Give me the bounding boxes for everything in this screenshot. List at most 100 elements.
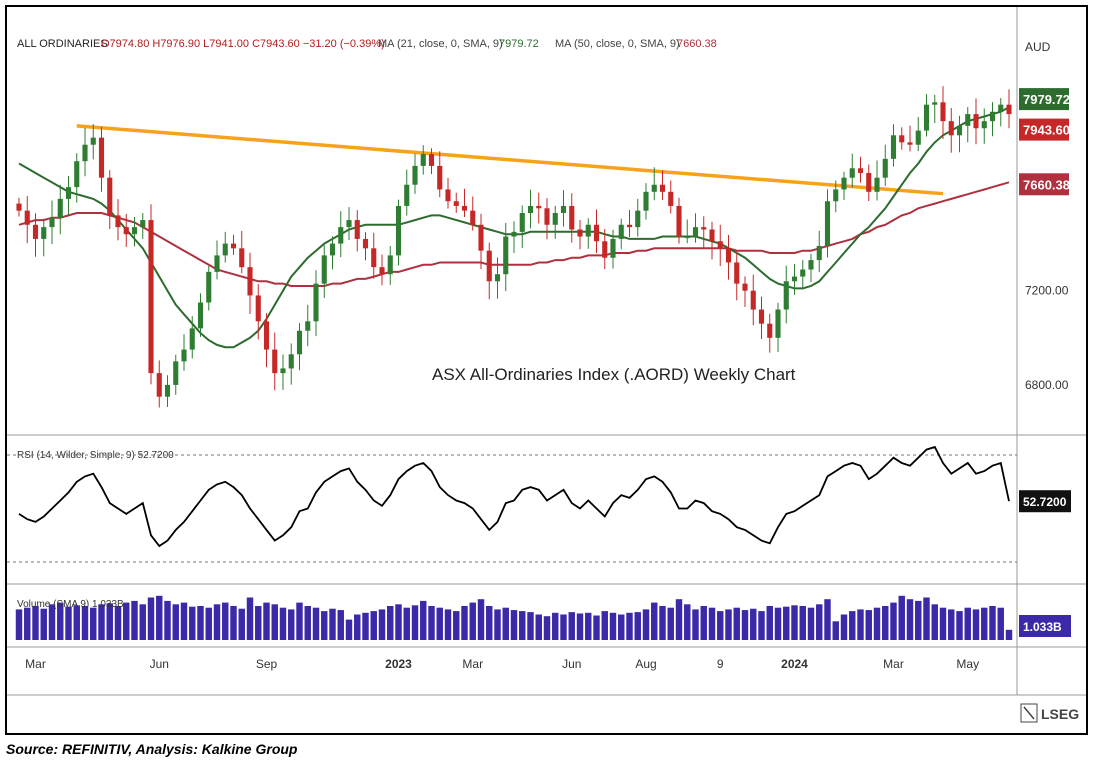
candle bbox=[618, 218, 624, 250]
candle bbox=[486, 242, 492, 300]
candle-body bbox=[74, 161, 80, 188]
volume-bar bbox=[700, 606, 707, 640]
volume-bar bbox=[354, 614, 361, 640]
volume-bar bbox=[370, 611, 377, 640]
candle-body bbox=[701, 227, 707, 230]
volume-bar bbox=[205, 607, 212, 640]
candle-body bbox=[156, 373, 162, 397]
candle bbox=[197, 293, 204, 337]
volume-bar bbox=[312, 607, 320, 640]
candle-body bbox=[395, 205, 402, 256]
candle-body bbox=[758, 309, 765, 324]
candle-body bbox=[296, 330, 303, 355]
rsi-line bbox=[18, 445, 1010, 548]
time-tick-label: Mar bbox=[25, 657, 46, 671]
candle bbox=[123, 213, 129, 247]
candle-body bbox=[280, 368, 286, 374]
volume-bar bbox=[147, 597, 155, 640]
candle-body bbox=[57, 198, 63, 218]
volume-bar bbox=[824, 599, 831, 640]
volume-bar bbox=[816, 604, 823, 640]
volume-bar bbox=[807, 607, 815, 640]
volume-bar bbox=[114, 606, 122, 640]
volume-bar bbox=[964, 607, 971, 640]
volume-bar bbox=[304, 606, 311, 640]
candle bbox=[585, 218, 591, 249]
candle-body bbox=[49, 217, 55, 228]
candle-body bbox=[354, 220, 360, 239]
candle bbox=[742, 276, 748, 307]
candle-body bbox=[1006, 104, 1012, 115]
trendline-group bbox=[76, 124, 944, 196]
ma50-price-tag-text: 7660.38 bbox=[1023, 177, 1070, 192]
candle bbox=[49, 200, 55, 245]
volume-bar bbox=[387, 606, 394, 640]
volume-bar bbox=[634, 612, 641, 640]
candle bbox=[882, 144, 888, 186]
time-tick-label: Sep bbox=[256, 657, 278, 671]
candle bbox=[65, 176, 72, 215]
volume-bar bbox=[651, 602, 658, 640]
volume-bar bbox=[403, 607, 410, 640]
volume-bar bbox=[420, 600, 427, 640]
candle bbox=[519, 205, 525, 248]
volume-bar bbox=[57, 602, 64, 640]
candle bbox=[643, 183, 649, 220]
rsi-tag: 52.7200 bbox=[1019, 490, 1071, 513]
candle bbox=[1006, 89, 1012, 129]
candle bbox=[857, 156, 864, 183]
candle-body bbox=[973, 114, 979, 129]
candle-body bbox=[552, 213, 558, 225]
candle-body bbox=[899, 135, 905, 143]
candle-body bbox=[536, 205, 542, 209]
volume-bar bbox=[246, 597, 254, 640]
rsi-group: 52.7200 bbox=[7, 445, 1071, 563]
candle bbox=[503, 222, 509, 292]
candle bbox=[305, 304, 311, 347]
candle bbox=[461, 188, 468, 218]
candle-body bbox=[585, 224, 591, 237]
ma21-price-tag: 7979.72 bbox=[1019, 88, 1070, 111]
time-tick-label: Jun bbox=[150, 657, 169, 671]
volume-bar bbox=[180, 602, 188, 640]
candle-body bbox=[511, 231, 517, 237]
candle-body bbox=[164, 384, 171, 397]
time-tick-label: 2023 bbox=[385, 657, 412, 671]
volume-bar bbox=[230, 606, 237, 640]
candle bbox=[206, 265, 212, 311]
candle bbox=[98, 127, 105, 192]
volume-bar bbox=[989, 606, 996, 640]
volume-bar bbox=[535, 614, 542, 640]
volume-bar bbox=[667, 607, 674, 640]
candle-body bbox=[412, 165, 418, 185]
candle-body bbox=[800, 269, 806, 277]
candle-body bbox=[593, 224, 600, 242]
candle bbox=[890, 124, 897, 167]
candle bbox=[948, 107, 954, 153]
volume-bar bbox=[24, 607, 31, 640]
candle-body bbox=[610, 238, 616, 258]
candle-body bbox=[428, 154, 435, 166]
candle bbox=[354, 210, 360, 252]
candle bbox=[907, 125, 913, 152]
candle bbox=[734, 252, 740, 301]
volume-bar bbox=[139, 604, 146, 640]
candle bbox=[214, 240, 220, 280]
volume-bar bbox=[882, 606, 889, 640]
volume-bar bbox=[725, 609, 732, 640]
candle bbox=[989, 102, 996, 137]
candle-body bbox=[486, 250, 492, 282]
candle-body bbox=[32, 224, 39, 239]
header-ma21-val: 7979.72 bbox=[499, 38, 539, 50]
candle bbox=[494, 257, 501, 299]
candle bbox=[387, 245, 393, 285]
volume-bar bbox=[750, 608, 757, 640]
volume-bar bbox=[131, 600, 138, 640]
candle-body bbox=[602, 241, 608, 258]
candle-body bbox=[222, 243, 228, 256]
brand-text: LSEG bbox=[1041, 706, 1079, 722]
candle-body bbox=[742, 283, 748, 291]
candle-body bbox=[461, 205, 468, 211]
currency-label: AUD bbox=[1025, 40, 1051, 54]
candle bbox=[775, 302, 781, 353]
